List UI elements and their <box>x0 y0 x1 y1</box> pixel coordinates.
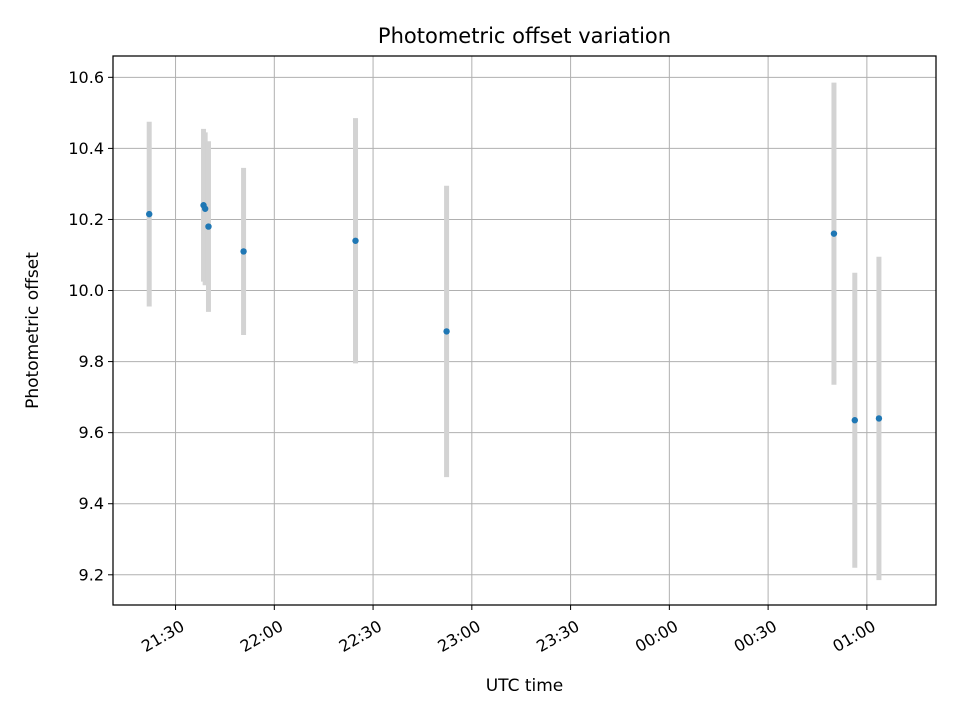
y-tick-label: 9.2 <box>79 565 104 584</box>
y-tick-label: 10.6 <box>68 68 104 87</box>
plot-frame <box>112 55 937 606</box>
data-point <box>443 328 450 335</box>
data-point <box>352 237 359 244</box>
chart-title: Photometric offset variation <box>378 24 671 48</box>
y-tick-label: 9.6 <box>79 423 104 442</box>
data-point <box>146 210 153 218</box>
data-point <box>875 415 883 422</box>
y-tick-label: 9.8 <box>79 352 104 371</box>
data-points <box>146 202 883 424</box>
data-point <box>201 205 209 212</box>
x-axis-label: UTC time <box>486 676 564 696</box>
y-tick-label: 10.2 <box>68 210 104 229</box>
data-point <box>240 248 247 255</box>
grid <box>113 56 936 605</box>
plot-area <box>113 56 936 605</box>
data-point <box>851 417 858 424</box>
y-axis-label: Photometric offset <box>23 252 43 409</box>
y-tick-label: 9.4 <box>79 494 104 513</box>
y-axis-ticks: 9.2 9.4 9.6 9.8 10.0 10.2 10.4 10.6 <box>68 68 113 584</box>
data-point <box>830 230 838 237</box>
data-point <box>205 223 212 230</box>
y-tick-label: 10.4 <box>68 139 104 158</box>
y-tick-label: 10.0 <box>68 281 104 300</box>
